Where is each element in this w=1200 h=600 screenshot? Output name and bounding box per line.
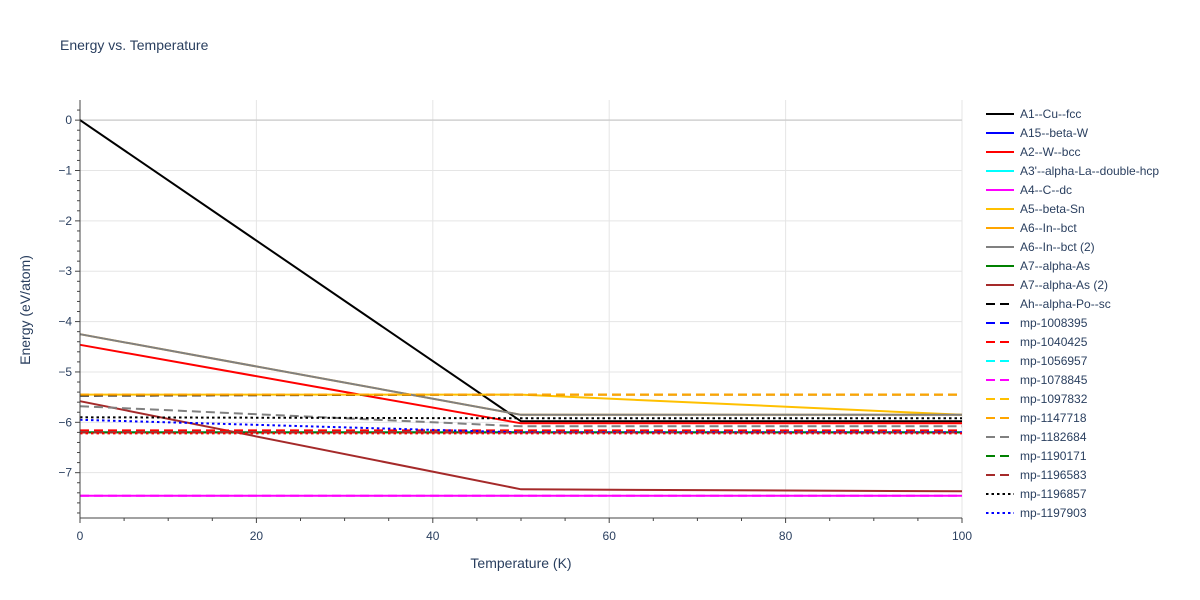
chart-title: Energy vs. Temperature (60, 37, 209, 53)
legend-label[interactable]: A5--beta-Sn (1020, 202, 1085, 216)
x-tick-label: 0 (77, 529, 84, 543)
plot-area (79, 119, 963, 497)
y-tick-label: −1 (58, 164, 72, 178)
y-tick-label: −6 (58, 415, 72, 429)
legend-label[interactable]: mp-1196583 (1020, 468, 1087, 482)
series-line (79, 333, 962, 416)
legend-label[interactable]: A6--In--bct (1020, 221, 1077, 235)
y-axis-title: Energy (eV/atom) (17, 255, 33, 365)
legend: A1--Cu--fcc A15--beta-W A2--W--bcc A3'--alp… (986, 107, 1159, 520)
series-line (79, 333, 962, 416)
x-tick-label: 100 (952, 529, 972, 543)
legend-label[interactable]: A4--C--dc (1020, 183, 1072, 197)
x-tick-label: 80 (779, 529, 793, 543)
legend-label[interactable]: mp-1056957 (1020, 354, 1088, 368)
legend-label[interactable]: mp-1190171 (1020, 449, 1087, 463)
legend-label[interactable]: Ah--alpha-Po--sc (1020, 297, 1111, 311)
y-tick-label: −3 (58, 264, 72, 278)
y-tick-label: −7 (58, 466, 72, 480)
legend-label[interactable]: mp-1196857 (1020, 487, 1087, 501)
legend-label[interactable]: mp-1147718 (1020, 411, 1087, 425)
legend-label[interactable]: mp-1182684 (1020, 430, 1087, 444)
legend-label[interactable]: mp-1078845 (1020, 373, 1088, 387)
y-tick-label: −2 (58, 214, 72, 228)
legend-label[interactable]: A1--Cu--fcc (1020, 107, 1081, 121)
legend-label[interactable]: mp-1097832 (1020, 392, 1088, 406)
series-line (79, 405, 962, 428)
series-line (79, 343, 962, 425)
x-tick-label: 40 (426, 529, 440, 543)
series-line (79, 416, 962, 420)
legend-label[interactable]: mp-1197903 (1020, 506, 1087, 520)
legend-label[interactable]: A7--alpha-As (2) (1020, 278, 1108, 292)
legend-label[interactable]: A15--beta-W (1020, 126, 1089, 140)
x-tick-label: 60 (603, 529, 617, 543)
legend-label[interactable]: A2--W--bcc (1020, 145, 1080, 159)
legend-label[interactable]: A6--In--bct (2) (1020, 240, 1095, 254)
grid (80, 100, 963, 518)
y-tick-label: −5 (58, 365, 72, 379)
axes: 0 20 40 60 80 100 0 −1 −2 −3 −4 −5 −6 −7 (58, 100, 972, 543)
legend-label[interactable]: mp-1040425 (1020, 335, 1088, 349)
series-line (79, 119, 962, 423)
legend-label[interactable]: A7--alpha-As (1020, 259, 1090, 273)
legend-label[interactable]: A3'--alpha-La--double-hcp (1020, 164, 1159, 178)
y-tick-label: −4 (58, 315, 72, 329)
x-tick-label: 20 (250, 529, 264, 543)
x-axis-title: Temperature (K) (470, 555, 571, 571)
legend-label[interactable]: mp-1008395 (1020, 316, 1088, 330)
y-tick-label: 0 (65, 113, 72, 127)
